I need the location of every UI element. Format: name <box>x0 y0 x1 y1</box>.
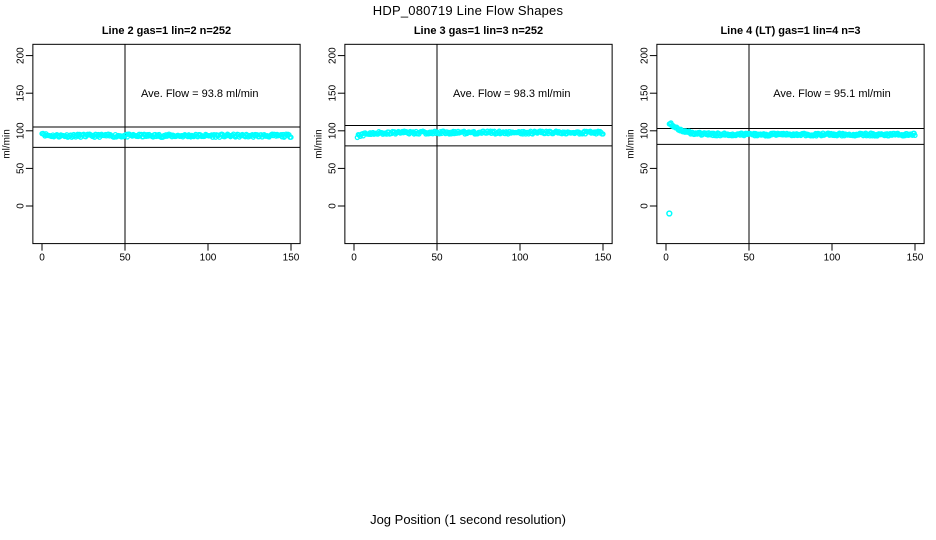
x-tick-label: 150 <box>907 253 924 264</box>
outlier-point <box>666 210 673 217</box>
y-axis-label: ml/min <box>626 129 637 158</box>
panel-title: Line 4 (LT) gas=1 lin=4 n=3 <box>720 25 860 37</box>
y-tick-label: 200 <box>327 47 338 64</box>
y-tick-label: 150 <box>639 84 650 101</box>
data-point <box>912 132 918 138</box>
x-tick-label: 50 <box>743 253 755 264</box>
x-tick-label: 0 <box>663 253 669 264</box>
y-axis-label: ml/min <box>314 129 325 158</box>
data-point <box>288 134 294 140</box>
x-tick-label: 0 <box>351 253 357 264</box>
panel-1: 0 50 100 150 200 ml/min 0 50 100 150 Line 2 gas=1 … <box>2 25 301 264</box>
x-tick-label: 100 <box>200 253 217 264</box>
plot-box <box>32 43 301 245</box>
panel-3: 0 50 100 150 200 ml/min 0 50 100 150 Line 4 (LT) g… <box>626 25 925 264</box>
data-points <box>354 128 606 141</box>
x-tick-label: 150 <box>595 253 612 264</box>
y-axis-ticks: 0 50 100 150 200 <box>15 47 33 209</box>
figure-title: HDP_080719 Line Flow Shapes <box>372 3 564 18</box>
panel-title: Line 2 gas=1 lin=2 n=252 <box>102 25 231 37</box>
y-tick-label: 100 <box>15 122 26 139</box>
x-tick-label: 50 <box>119 253 131 264</box>
y-tick-label: 150 <box>15 84 26 101</box>
plot-box <box>344 43 613 245</box>
y-tick-label: 100 <box>639 122 650 139</box>
panel-title: Line 3 gas=1 lin=3 n=252 <box>414 25 543 37</box>
panel-2: 0 50 100 150 200 ml/min 0 50 100 150 Line 3 gas=1 … <box>314 25 613 264</box>
x-axis-ticks: 0 50 100 150 <box>39 243 300 264</box>
x-axis-ticks: 0 50 100 150 <box>351 243 612 264</box>
y-tick-label: 50 <box>327 162 338 174</box>
data-points <box>666 120 918 139</box>
x-tick-label: 0 <box>39 253 45 264</box>
y-axis-label: ml/min <box>2 129 13 158</box>
y-tick-label: 100 <box>327 122 338 139</box>
figure-xlabel: Jog Position (1 second resolution) <box>370 512 566 527</box>
ave-flow-annotation: Ave. Flow = 98.3 ml/min <box>453 88 570 100</box>
x-axis-ticks: 0 50 100 150 <box>663 243 924 264</box>
y-tick-label: 50 <box>639 162 650 174</box>
data-points <box>39 130 294 140</box>
y-tick-label: 200 <box>15 47 26 64</box>
x-tick-label: 100 <box>824 253 841 264</box>
y-tick-label: 0 <box>639 203 650 209</box>
y-axis-ticks: 0 50 100 150 200 <box>639 47 657 209</box>
ave-flow-annotation: Ave. Flow = 95.1 ml/min <box>773 88 890 100</box>
y-tick-label: 0 <box>15 203 26 209</box>
x-tick-label: 100 <box>512 253 529 264</box>
y-tick-label: 200 <box>639 47 650 64</box>
y-tick-label: 150 <box>327 84 338 101</box>
data-point <box>600 131 606 137</box>
x-tick-label: 150 <box>283 253 300 264</box>
ave-flow-annotation: Ave. Flow = 93.8 ml/min <box>141 88 258 100</box>
y-tick-label: 0 <box>327 203 338 209</box>
y-tick-label: 50 <box>15 162 26 174</box>
y-axis-ticks: 0 50 100 150 200 <box>327 47 345 209</box>
x-tick-label: 50 <box>431 253 443 264</box>
